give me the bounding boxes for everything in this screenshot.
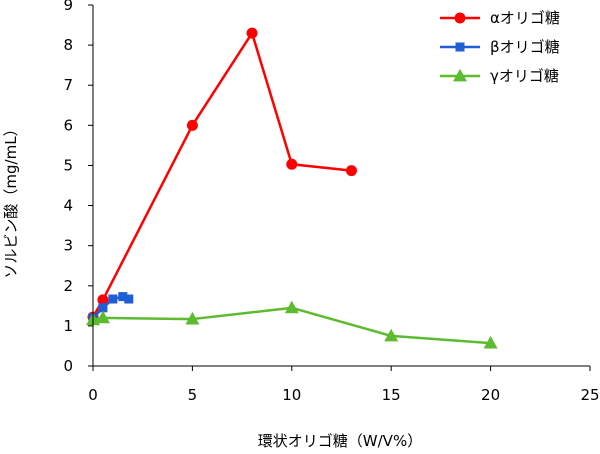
legend-item-beta: βオリゴ糖 bbox=[440, 38, 560, 56]
data-point-alpha bbox=[186, 119, 198, 131]
x-tick-label: 20 bbox=[481, 386, 500, 404]
y-axis-title: ソルビン酸（mg/mL） bbox=[2, 121, 20, 278]
data-point-gamma bbox=[95, 310, 110, 324]
y-axis: 0 1 2 3 4 5 6 7 8 9 bbox=[63, 0, 94, 375]
series-alpha bbox=[87, 27, 357, 323]
data-point-gamma bbox=[384, 328, 399, 342]
series-line-alpha bbox=[91, 31, 352, 318]
x-tick-label: 5 bbox=[188, 386, 198, 404]
legend-label-gamma: γオリゴ糖 bbox=[490, 67, 559, 85]
y-tick-label: 0 bbox=[63, 357, 73, 375]
legend: αオリゴ糖 βオリゴ糖 γオリゴ糖 bbox=[440, 9, 560, 85]
series-gamma bbox=[86, 300, 498, 349]
data-point-gamma bbox=[185, 311, 200, 325]
y-tick-label: 1 bbox=[63, 317, 73, 335]
legend-label-alpha: αオリゴ糖 bbox=[490, 9, 560, 27]
data-point-beta bbox=[124, 294, 134, 304]
x-axis-title: 環状オリゴ糖（W/V%） bbox=[258, 432, 422, 450]
x-tick-label: 25 bbox=[580, 386, 599, 404]
legend-marker-gamma bbox=[453, 68, 467, 82]
y-tick-label: 5 bbox=[63, 156, 73, 174]
y-tick-label: 7 bbox=[63, 76, 73, 94]
x-tick-label: 0 bbox=[88, 386, 98, 404]
series-layer bbox=[86, 27, 498, 349]
data-point-alpha bbox=[286, 158, 298, 170]
legend-label-beta: βオリゴ糖 bbox=[490, 38, 560, 56]
data-point-beta bbox=[108, 294, 118, 304]
x-tick-label: 10 bbox=[282, 386, 301, 404]
data-point-beta bbox=[98, 303, 108, 313]
y-tick-label: 8 bbox=[63, 36, 73, 54]
y-tick-label: 2 bbox=[63, 277, 73, 295]
data-point-gamma bbox=[284, 300, 299, 314]
data-point-gamma bbox=[483, 335, 498, 349]
data-point-alpha bbox=[345, 165, 357, 177]
x-axis: 0 5 10 15 20 25 bbox=[88, 365, 600, 404]
y-tick-label: 4 bbox=[63, 197, 73, 215]
data-point-beta bbox=[118, 292, 128, 302]
y-tick-label: 6 bbox=[63, 116, 73, 134]
data-point-alpha bbox=[97, 294, 109, 306]
y-tick-label: 3 bbox=[63, 237, 73, 255]
legend-item-alpha: αオリゴ糖 bbox=[440, 9, 560, 27]
data-point-alpha bbox=[246, 27, 258, 39]
x-tick-label: 15 bbox=[382, 386, 401, 404]
plot-area bbox=[86, 27, 498, 349]
legend-marker-alpha bbox=[454, 12, 466, 24]
legend-item-gamma: γオリゴ糖 bbox=[440, 67, 559, 85]
y-tick-label: 9 bbox=[63, 0, 73, 14]
legend-marker-beta bbox=[455, 42, 465, 52]
